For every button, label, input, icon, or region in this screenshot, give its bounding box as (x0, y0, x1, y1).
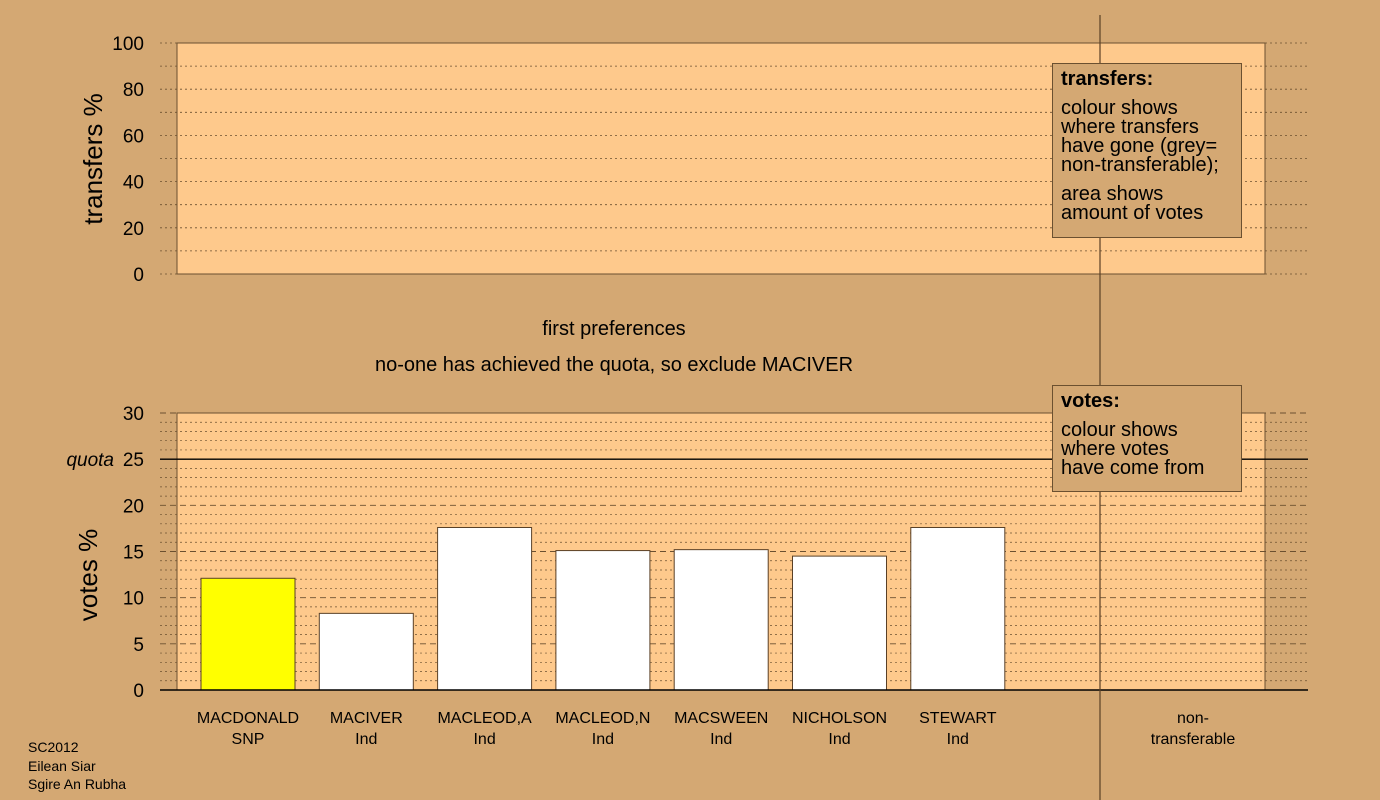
transfers-y-tick-label: 0 (133, 265, 144, 286)
votes-y-tick-label: 10 (123, 589, 144, 610)
transfers-legend-line3: have gone (grey= (1061, 135, 1218, 157)
votes-y-axis-title: votes % (73, 529, 103, 622)
candidate-name: MACLEOD,A (437, 710, 532, 727)
votes-legend-line3: have come from (1061, 457, 1205, 479)
footer-council: Eilean Siar (28, 758, 96, 774)
votes-y-tick-label: 5 (133, 635, 144, 656)
transfers-legend-line5: area shows (1061, 183, 1164, 205)
candidate-party: Ind (355, 731, 377, 748)
candidate-name: STEWART (919, 710, 997, 727)
transfers-legend-title: transfers: (1061, 68, 1154, 90)
transfers-y-tick-label: 20 (123, 219, 144, 240)
candidate-name: MACSWEEN (674, 710, 768, 727)
candidate-party: Ind (947, 731, 969, 748)
candidate-party: Ind (710, 731, 732, 748)
transfers-legend-line6: amount of votes (1061, 202, 1204, 224)
transfers-legend-line1: colour shows (1061, 97, 1178, 119)
votes-y-ticks: 0 5 10 15 20 25 30 (123, 404, 144, 702)
candidate-name: MACDONALD (197, 710, 299, 727)
transfers-y-tick-label: 80 (123, 80, 144, 101)
vote-bar-macsween (673, 549, 769, 691)
votes-y-tick-label: 20 (123, 496, 144, 517)
exclusion-message: no-one has achieved the quota, so exclud… (375, 354, 853, 376)
vote-bar-macdonald (200, 577, 296, 691)
quota-label: quota (66, 450, 114, 471)
transfers-y-ticks: 0 20 40 60 80 100 (112, 34, 144, 286)
nontransferable-label-line1: non- (1177, 710, 1209, 727)
transfers-y-tick-label: 60 (123, 126, 144, 147)
transfers-legend-line4: non-transferable); (1061, 154, 1219, 176)
votes-bars (200, 526, 1006, 691)
votes-y-tick-label: 15 (123, 543, 144, 564)
transfers-legend: transfers: colour shows where transfers … (1052, 63, 1242, 238)
transfers-y-tick-label: 40 (123, 173, 144, 194)
vote-bar-macleod-a (437, 526, 533, 691)
votes-legend-line2: where votes (1061, 438, 1169, 460)
votes-legend: votes: colour shows where votes have com… (1052, 385, 1242, 492)
transfers-legend-line2: where transfers (1061, 116, 1199, 138)
footer-election: SC2012 (28, 739, 79, 755)
votes-legend-line1: colour shows (1061, 419, 1178, 441)
transfers-y-tick-label: 100 (112, 34, 144, 55)
votes-y-tick-label: 25 (123, 450, 144, 471)
vote-bar-maciver (318, 612, 414, 691)
candidate-name: MACLEOD,N (555, 710, 650, 727)
vote-bar-stewart (910, 526, 1006, 691)
stage-caption: first preferences (542, 318, 685, 340)
candidate-name: NICHOLSON (792, 710, 887, 727)
nontransferable-label-line2: transferable (1151, 731, 1236, 748)
candidate-party: Ind (473, 731, 495, 748)
vote-bar-nicholson (792, 555, 887, 691)
candidate-party: SNP (232, 731, 265, 748)
transfers-y-axis-title: transfers % (78, 93, 108, 225)
candidate-labels: MACDONALD SNP MACIVER Ind MACLEOD,A Ind MACLEO… (197, 710, 997, 748)
candidate-party: Ind (592, 731, 614, 748)
candidate-name: MACIVER (330, 710, 403, 727)
votes-legend-title: votes: (1061, 390, 1120, 412)
votes-y-tick-label: 30 (123, 404, 144, 425)
footer-ward: Sgire An Rubha (28, 776, 126, 792)
votes-y-tick-label: 0 (133, 681, 144, 702)
vote-bar-macleod-n (555, 550, 651, 691)
candidate-party: Ind (828, 731, 850, 748)
